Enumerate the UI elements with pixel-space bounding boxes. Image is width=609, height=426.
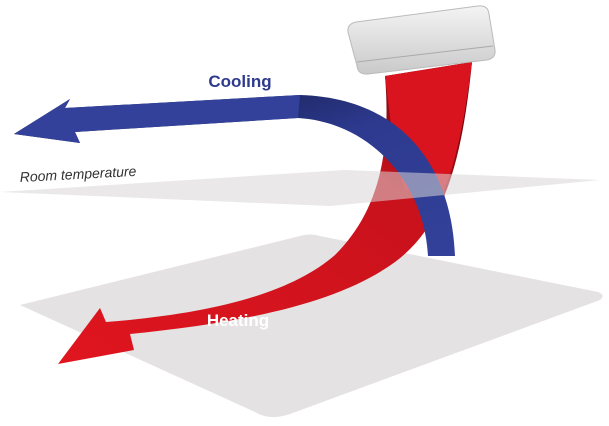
cooling-label: Cooling bbox=[208, 72, 271, 91]
heating-label: Heating bbox=[207, 311, 269, 330]
ac-vent bbox=[356, 45, 494, 63]
room-temperature-plane bbox=[0, 170, 600, 206]
ac-unit bbox=[347, 5, 496, 75]
room-temperature-label: Room temperature bbox=[19, 163, 137, 185]
cooling-arrow-head bbox=[14, 95, 300, 143]
floor-plane bbox=[20, 234, 603, 418]
